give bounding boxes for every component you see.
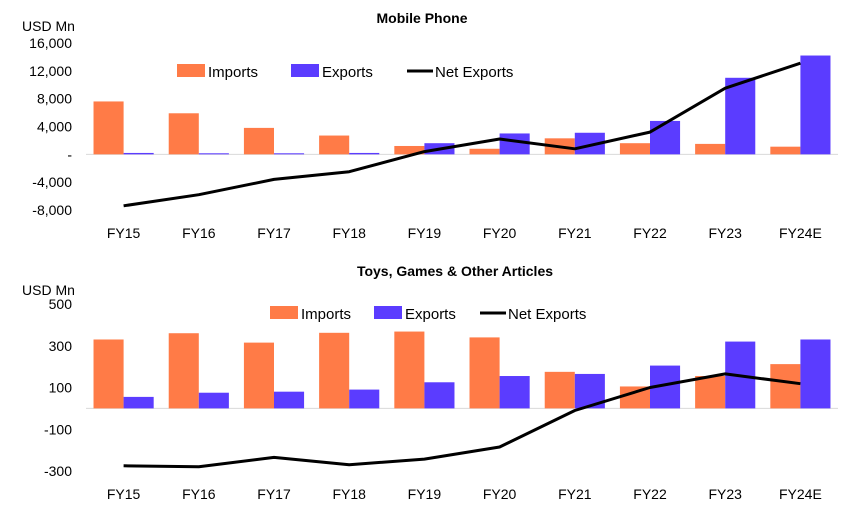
chart1-imports-bar: [469, 148, 500, 155]
chart2-legend-net: Net Exports: [508, 306, 586, 323]
chart2-ylabel: USD Mn: [22, 282, 75, 298]
chart1-legend-imports: Imports: [208, 64, 258, 81]
chart1-category-label: FY21: [558, 225, 592, 241]
chart2-ytick-label: 100: [49, 380, 73, 396]
chart2-ytick-label: -300: [44, 463, 72, 479]
chart2-category-label: FY23: [708, 486, 742, 502]
chart1-ytick-label: 16,000: [29, 35, 72, 51]
toys-games-chart: Toys, Games & Other Articles USD Mn -300…: [22, 263, 838, 502]
mobile-phone-chart: Mobile Phone USD Mn -8,000-4,000-4,0008,…: [22, 10, 838, 241]
chart2-exports-bar: [499, 376, 530, 409]
chart2-imports-bar: [319, 332, 350, 409]
chart2-exports-bar: [123, 396, 154, 409]
chart2-imports-bar: [469, 337, 500, 409]
chart1-exports-bar: [800, 55, 831, 155]
chart1-ylabel: USD Mn: [22, 18, 75, 34]
chart2-legend-exports: Exports: [405, 306, 456, 323]
chart1-category-label: FY22: [633, 225, 667, 241]
chart1-category-label: FY19: [408, 225, 442, 241]
chart1-exports-bar: [574, 132, 605, 155]
chart1-legend-imports-swatch: [177, 64, 205, 77]
chart2-net-exports-line: [123, 372, 801, 469]
chart2-imports-bar: [93, 339, 124, 409]
chart2-category-label: FY18: [332, 486, 366, 502]
chart1-imports-bar: [770, 146, 801, 155]
chart1-exports-bar: [198, 153, 229, 155]
chart2-legend-imports: Imports: [301, 306, 351, 323]
chart1-exports-bar: [123, 152, 154, 155]
chart2-legend-imports-swatch: [270, 306, 298, 319]
chart2-imports-bar: [544, 371, 575, 409]
chart1-exports-bar: [650, 120, 681, 155]
chart1-category-label: FY23: [708, 225, 742, 241]
chart1-ytick-label: -: [67, 146, 72, 162]
chart1-category-label: FY20: [483, 225, 517, 241]
chart1-imports-bar: [243, 127, 274, 155]
chart1-ytick-label: 12,000: [29, 63, 72, 79]
chart2-category-label: FY24E: [779, 486, 822, 502]
chart1-ytick-label: -8,000: [32, 202, 72, 218]
chart1-ytick-label: -4,000: [32, 174, 72, 190]
chart2-exports-bar: [198, 392, 229, 409]
chart1-legend-exports-swatch: [291, 64, 319, 77]
chart2-legend: Imports Exports Net Exports: [270, 306, 586, 323]
chart2-category-label: FY19: [408, 486, 442, 502]
chart1-imports-bar: [619, 143, 650, 155]
chart1-imports-bar: [168, 113, 199, 155]
chart2-exports-bar: [800, 339, 831, 409]
chart1-category-label: FY17: [257, 225, 291, 241]
chart1-category-label: FY16: [182, 225, 216, 241]
chart2-title: Toys, Games & Other Articles: [357, 263, 553, 279]
chart2-imports-bar: [394, 331, 425, 409]
chart1-imports-bar: [695, 143, 726, 155]
chart1-exports-bar: [725, 77, 756, 155]
chart2-category-label: FY21: [558, 486, 592, 502]
chart2-imports-bar: [695, 376, 726, 409]
chart2-imports-bar: [619, 386, 650, 409]
chart2-category-label: FY15: [107, 486, 141, 502]
chart1-legend-exports: Exports: [322, 64, 373, 81]
chart2-category-label: FY16: [182, 486, 216, 502]
chart2-ytick-label: 300: [49, 338, 73, 354]
chart1-net-exports-line: [123, 61, 801, 208]
chart2-category-label: FY17: [257, 486, 291, 502]
chart1-exports-bar: [499, 133, 530, 155]
chart2-exports-bar: [274, 391, 305, 409]
chart1-imports-bar: [319, 135, 350, 155]
chart2-category-label: FY22: [633, 486, 667, 502]
chart1-ytick-label: 4,000: [37, 119, 72, 135]
chart1-imports-bar: [93, 101, 124, 155]
chart1-exports-bar: [349, 152, 380, 155]
chart2-category-label: FY20: [483, 486, 517, 502]
chart1-legend: Imports Exports Net Exports: [177, 64, 513, 81]
chart1-exports-bar: [274, 153, 305, 155]
chart1-imports-bar: [394, 145, 425, 155]
chart2-imports-bar: [168, 333, 199, 409]
chart1-ytick-label: 8,000: [37, 91, 72, 107]
chart2-imports-bar: [770, 364, 801, 409]
chart1-legend-net: Net Exports: [435, 64, 513, 81]
chart2-imports-bar: [243, 342, 274, 409]
chart1-category-label: FY18: [332, 225, 366, 241]
chart1-title: Mobile Phone: [377, 10, 468, 26]
chart2-exports-bar: [424, 382, 455, 409]
chart1-category-label: FY15: [107, 225, 141, 241]
chart2-ytick-label: -100: [44, 421, 72, 437]
chart2-ytick-label: 500: [49, 296, 73, 312]
chart1-category-label: FY24E: [779, 225, 822, 241]
chart2-exports-bar: [349, 389, 380, 409]
chart2-legend-exports-swatch: [374, 306, 402, 319]
